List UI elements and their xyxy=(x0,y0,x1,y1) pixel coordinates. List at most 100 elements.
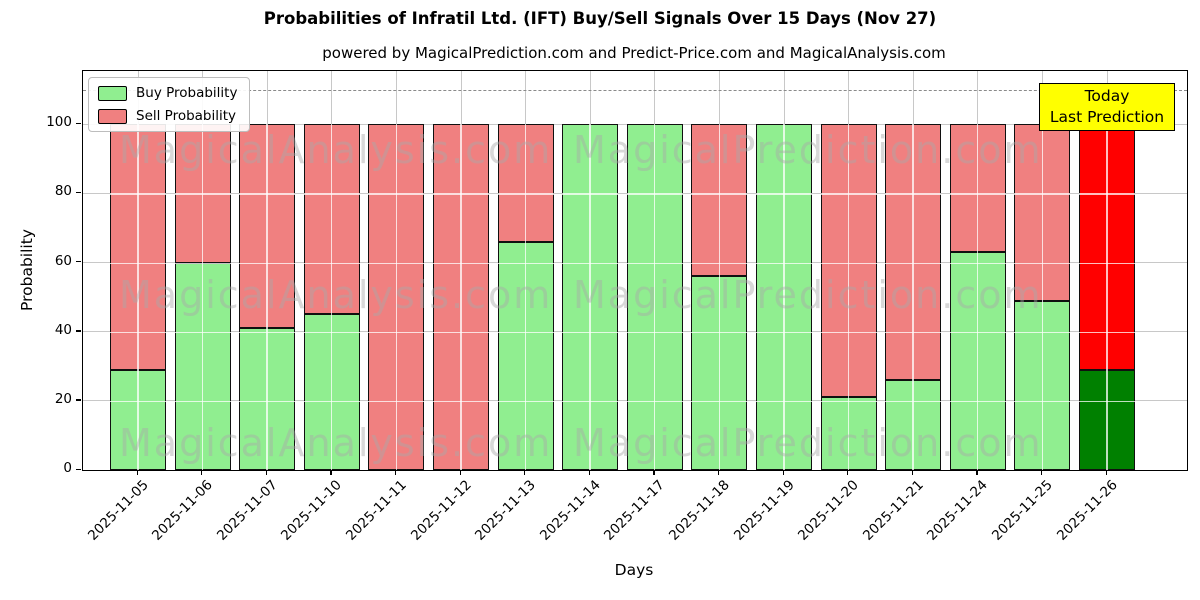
x-tick-label: 2025-11-11 xyxy=(342,477,410,544)
bar-gridline-vertical xyxy=(137,124,139,470)
bar-gridline-vertical xyxy=(201,124,204,470)
legend-label-buy: Buy Probability xyxy=(136,85,238,101)
y-tick-label: 80 xyxy=(54,183,72,200)
x-tick-mark xyxy=(588,470,590,475)
bar-gridline-horizontal xyxy=(239,193,296,195)
bar-gridline-vertical xyxy=(912,124,914,470)
x-tick-mark xyxy=(847,470,849,475)
bar-2025-11-19 xyxy=(756,124,812,470)
x-tick-label: 2025-11-25 xyxy=(988,477,1056,544)
bar-gridline-horizontal xyxy=(626,262,683,264)
bar-gridline-horizontal xyxy=(497,331,554,333)
bar-gridline-horizontal xyxy=(174,262,231,264)
bar-2025-11-05 xyxy=(110,124,166,470)
x-tick-label: 2025-11-05 xyxy=(84,477,152,544)
legend-item-buy: Buy Probability xyxy=(98,85,237,101)
today-annotation-box: Today Last Prediction xyxy=(1039,83,1175,131)
chart-title: Probabilities of Infratil Ltd. (IFT) Buy… xyxy=(263,9,937,28)
bar-gridline-horizontal xyxy=(691,193,748,195)
dashed-reference-line xyxy=(83,89,1187,91)
bar-gridline-horizontal xyxy=(239,262,296,264)
bar-gridline-vertical xyxy=(654,124,656,470)
bar-gridline-horizontal xyxy=(368,400,425,403)
bar-2025-11-18 xyxy=(691,124,748,470)
bar-gridline-vertical xyxy=(266,124,268,470)
bar-gridline-vertical xyxy=(395,124,398,470)
x-axis-title: Days xyxy=(614,561,654,579)
bar-gridline-horizontal xyxy=(756,262,812,264)
x-tick-mark xyxy=(1040,470,1043,475)
bar-gridline-horizontal xyxy=(949,400,1006,403)
bar-2025-11-13 xyxy=(497,124,554,470)
bar-gridline-horizontal xyxy=(433,262,489,264)
bar-gridline-vertical xyxy=(589,124,591,470)
x-tick-mark xyxy=(653,470,655,475)
legend: Buy Probability Sell Probability xyxy=(88,77,251,132)
legend-swatch-buy xyxy=(98,85,127,101)
bar-gridline-horizontal xyxy=(368,262,425,264)
bar-2025-11-10 xyxy=(303,124,360,470)
bar-gridline-horizontal xyxy=(691,331,748,333)
x-tick-mark xyxy=(201,470,203,475)
y-tick-mark xyxy=(76,330,81,332)
bar-gridline-horizontal xyxy=(691,400,748,403)
bar-gridline-horizontal xyxy=(820,262,877,264)
bar-gridline-horizontal xyxy=(497,262,554,264)
legend-label-sell: Sell Probability xyxy=(136,108,237,124)
bar-2025-11-24 xyxy=(949,124,1006,470)
bar-gridline-horizontal xyxy=(433,193,489,195)
x-tick-mark xyxy=(394,470,397,475)
bar-gridline-horizontal xyxy=(691,262,748,264)
bar-2025-11-12 xyxy=(433,124,489,470)
x-tick-label: 2025-11-14 xyxy=(536,477,604,544)
bar-gridline-horizontal xyxy=(303,331,360,333)
bar-gridline-horizontal xyxy=(368,193,425,195)
x-tick-label: 2025-11-12 xyxy=(407,477,475,544)
bar-gridline-horizontal xyxy=(756,331,812,333)
bar-gridline-horizontal xyxy=(1014,262,1071,264)
x-tick-label: 2025-11-06 xyxy=(149,477,216,544)
x-tick-label: 2025-11-10 xyxy=(278,477,346,544)
x-tick-label: 2025-11-21 xyxy=(859,477,927,544)
bar-gridline-horizontal xyxy=(756,193,812,195)
bar-gridline-horizontal xyxy=(949,331,1006,333)
y-tick-label: 100 xyxy=(46,114,72,131)
x-tick-mark xyxy=(976,470,978,475)
bar-gridline-vertical xyxy=(460,124,462,470)
bar-gridline-horizontal xyxy=(562,400,619,403)
bar-gridline-horizontal xyxy=(1079,193,1135,195)
bar-gridline-horizontal xyxy=(1079,400,1135,403)
x-tick-mark xyxy=(911,470,913,475)
bar-2025-11-11 xyxy=(368,124,425,470)
bar-gridline-horizontal xyxy=(626,193,683,195)
legend-swatch-sell xyxy=(98,108,127,124)
bar-gridline-horizontal xyxy=(562,262,619,264)
y-tick-mark xyxy=(76,122,81,125)
bar-gridline-horizontal xyxy=(174,331,231,333)
bar-gridline-horizontal xyxy=(110,262,166,264)
bar-gridline-horizontal xyxy=(497,193,554,195)
bar-gridline-horizontal xyxy=(1079,331,1135,333)
bar-gridline-vertical xyxy=(1106,124,1108,470)
x-tick-mark xyxy=(717,470,720,475)
bar-gridline-horizontal xyxy=(562,193,619,195)
bar-gridline-vertical xyxy=(524,124,527,470)
y-tick-label: 0 xyxy=(63,460,72,476)
x-tick-mark xyxy=(136,470,138,475)
bar-gridline-vertical xyxy=(977,124,979,470)
bar-gridline-horizontal xyxy=(1014,331,1071,333)
bar-gridline-horizontal xyxy=(239,400,296,403)
bar-gridline-horizontal xyxy=(303,400,360,403)
bar-2025-11-06 xyxy=(174,124,231,470)
bar-2025-11-26 xyxy=(1079,124,1135,470)
bar-gridline-horizontal xyxy=(174,193,231,195)
bar-gridline-horizontal xyxy=(1014,400,1071,403)
y-tick-label: 20 xyxy=(54,390,72,407)
y-tick-mark xyxy=(76,261,81,263)
bar-gridline-vertical xyxy=(783,124,785,470)
bar-2025-11-17 xyxy=(626,124,683,470)
bar-gridline-horizontal xyxy=(756,400,812,403)
x-tick-label: 2025-11-17 xyxy=(601,477,669,544)
x-tick-mark xyxy=(459,470,461,475)
bar-gridline-horizontal xyxy=(820,400,877,403)
